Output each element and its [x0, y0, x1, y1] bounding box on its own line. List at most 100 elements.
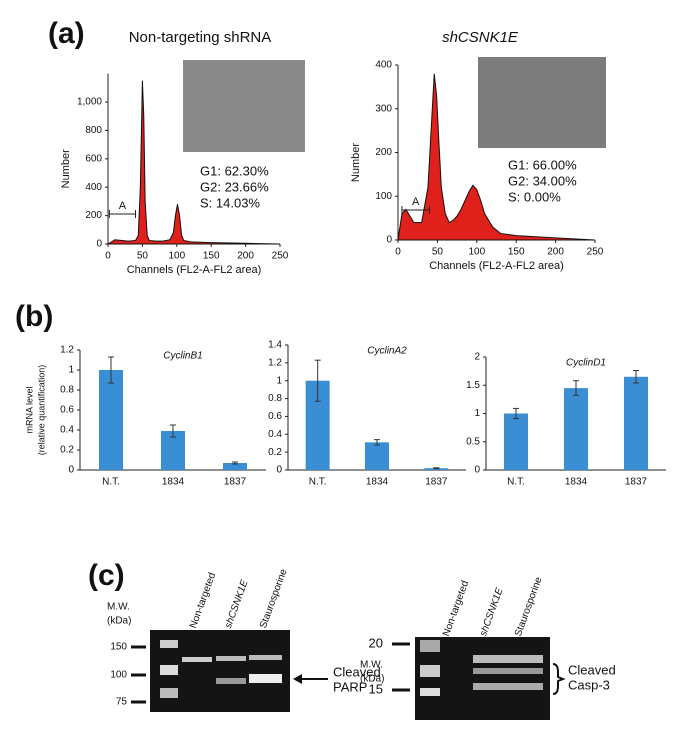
ladder-band: [160, 688, 178, 698]
micrograph: [478, 57, 606, 148]
y-tick-label: 400: [375, 60, 392, 71]
band: [216, 656, 246, 661]
annotation: G2: 34.00%: [508, 173, 577, 188]
chart-title: CyclinA2: [367, 346, 407, 357]
y-tick-label: 300: [375, 103, 392, 114]
y-tick-label: 2: [474, 352, 480, 363]
band: [249, 655, 282, 660]
y-tick-label: 1.5: [466, 380, 480, 391]
chart-title: CyclinD1: [566, 358, 606, 369]
western-blot: M.W. (kDa) 150 100 75 Non-targeted shCSN…: [107, 567, 381, 712]
target-label: PARP: [333, 679, 367, 694]
y-tick-label: 100: [375, 191, 392, 202]
band: [473, 655, 543, 663]
panel-label: (b): [15, 300, 53, 333]
annotation: G2: 23.66%: [200, 179, 269, 194]
band: [249, 674, 282, 683]
band: [473, 683, 543, 690]
lane-label: Non-targeted: [188, 571, 218, 630]
annotation: G1: 66.00%: [508, 157, 577, 172]
y-axis-label: Number: [60, 149, 72, 188]
bar: [564, 388, 588, 470]
target-label: Cleaved: [568, 662, 616, 677]
y-tick-label: 0.8: [268, 393, 282, 404]
y-tick-label: 0.6: [60, 405, 74, 416]
y-tick-label: 1.4: [268, 340, 282, 351]
histogram-area: [106, 80, 281, 245]
gate-label: A: [119, 200, 127, 212]
y-tick-label: 1,000: [77, 97, 102, 108]
gate-label: A: [412, 196, 420, 208]
y-tick-label: 1: [276, 375, 282, 386]
ladder-band: [420, 640, 440, 652]
y-tick-label: 0.8: [60, 385, 74, 396]
target-label: Casp-3: [568, 677, 610, 692]
chart-title: Non-targeting shRNA: [129, 29, 272, 46]
y-tick-label: 200: [375, 147, 392, 158]
x-tick-label: 1837: [625, 477, 648, 488]
chart-title: CyclinB1: [163, 351, 202, 362]
x-tick-label: 250: [272, 251, 289, 262]
y-tick-label: 600: [85, 153, 102, 164]
x-tick-label: 150: [508, 247, 525, 258]
x-tick-label: 200: [547, 247, 564, 258]
panel-label: (a): [48, 17, 85, 50]
y-tick-label: 400: [85, 182, 102, 193]
histogram-area: [397, 73, 596, 241]
mw-label: (kDa): [107, 616, 131, 627]
x-tick-label: 100: [168, 251, 185, 262]
y-tick-label: 0: [386, 235, 392, 246]
bar: [624, 376, 648, 470]
x-tick-label: 1834: [366, 477, 389, 488]
x-tick-label: 1834: [162, 477, 185, 488]
x-tick-label: 50: [137, 251, 149, 262]
marker-label: 75: [116, 697, 128, 708]
y-tick-label: 1.2: [268, 357, 282, 368]
bar: [365, 442, 389, 470]
x-tick-label: 150: [203, 251, 220, 262]
y-tick-label: 0.4: [60, 425, 74, 436]
x-tick-label: 1837: [425, 477, 448, 488]
ladder-band: [420, 688, 440, 696]
marker-label: 20: [369, 635, 383, 650]
marker-label: 100: [110, 670, 127, 681]
annotation: S: 0.00%: [508, 189, 561, 204]
ladder-band: [160, 640, 178, 648]
chart-title: shCSNK1E: [442, 29, 519, 46]
band: [216, 678, 246, 684]
band: [182, 657, 212, 662]
y-axis-label: mRNA level: [24, 386, 34, 433]
x-axis-label: Channels (FL2-A-FL2 area): [429, 260, 564, 272]
brace: [552, 663, 566, 695]
x-tick-label: 1837: [224, 477, 247, 488]
band: [473, 668, 543, 674]
x-tick-label: 1834: [565, 477, 588, 488]
arrow-head: [293, 674, 302, 684]
western-blot: M.W. (kDa) 20 15 Non-targeted shCSNK1E S…: [360, 575, 616, 720]
lane-label: Staurosporine: [513, 575, 545, 638]
y-tick-label: 0.2: [268, 447, 282, 458]
marker-label: 150: [110, 642, 127, 653]
annotation: G1: 62.30%: [200, 163, 269, 178]
mw-label: M.W.: [107, 602, 130, 613]
y-tick-label: 0.6: [268, 411, 282, 422]
x-tick-label: 250: [587, 247, 604, 258]
lane-label: Non-targeted: [441, 579, 471, 638]
bar: [223, 463, 247, 470]
y-tick-label: 0: [96, 239, 102, 250]
y-tick-label: 0.2: [60, 445, 74, 456]
lane-label: Staurosporine: [258, 567, 290, 630]
y-tick-label: 1.2: [60, 345, 74, 356]
y-tick-label: 0: [276, 465, 282, 476]
lane-label: shCSNK1E: [478, 586, 506, 638]
mw-label: M.W.: [360, 660, 383, 671]
y-tick-label: 0: [474, 465, 480, 476]
y-tick-label: 1: [68, 365, 74, 376]
x-tick-label: 0: [105, 251, 111, 262]
x-tick-label: N.T.: [309, 477, 327, 488]
y-tick-label: 0.4: [268, 429, 282, 440]
annotation: S: 14.03%: [200, 195, 260, 210]
y-tick-label: 1: [474, 408, 480, 419]
marker-label: 15: [369, 681, 383, 696]
